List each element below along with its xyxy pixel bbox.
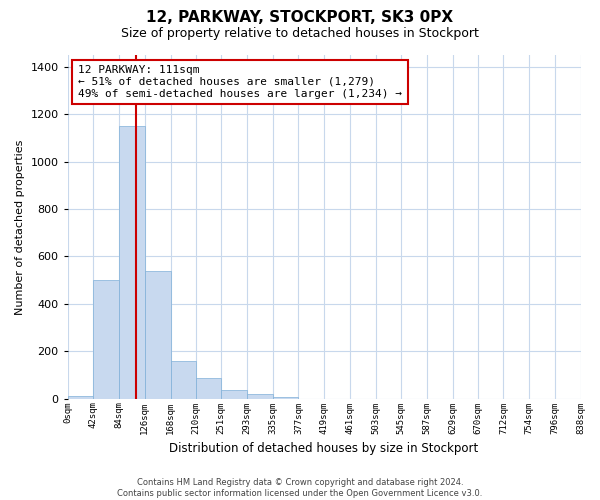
Bar [145, 270, 170, 398]
Bar [94, 280, 119, 398]
Bar [247, 394, 273, 398]
Bar [196, 378, 221, 398]
Text: 12, PARKWAY, STOCKPORT, SK3 0PX: 12, PARKWAY, STOCKPORT, SK3 0PX [146, 10, 454, 25]
X-axis label: Distribution of detached houses by size in Stockport: Distribution of detached houses by size … [169, 442, 479, 455]
Bar [119, 126, 145, 398]
Text: Contains HM Land Registry data © Crown copyright and database right 2024.
Contai: Contains HM Land Registry data © Crown c… [118, 478, 482, 498]
Bar [221, 390, 247, 398]
Text: Size of property relative to detached houses in Stockport: Size of property relative to detached ho… [121, 28, 479, 40]
Y-axis label: Number of detached properties: Number of detached properties [15, 139, 25, 314]
Text: 12 PARKWAY: 111sqm
← 51% of detached houses are smaller (1,279)
49% of semi-deta: 12 PARKWAY: 111sqm ← 51% of detached hou… [78, 66, 402, 98]
Bar [68, 396, 94, 398]
Bar [170, 360, 196, 399]
